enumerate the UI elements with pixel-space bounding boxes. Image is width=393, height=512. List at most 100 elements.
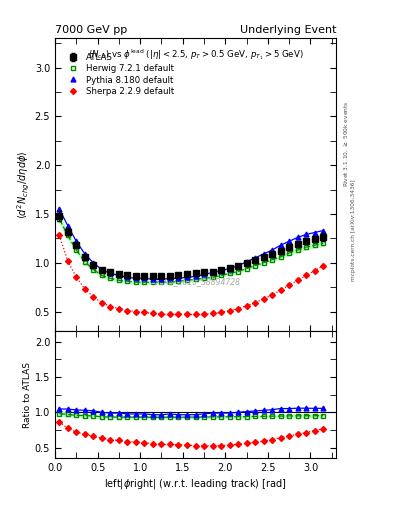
Sherpa 2.2.9 default	[312, 267, 317, 273]
Sherpa 2.2.9 default	[270, 292, 274, 298]
Herwig 7.2.1 default	[287, 250, 292, 256]
Y-axis label: $\langle d^2 N_{chg}/d\eta d\phi\rangle$: $\langle d^2 N_{chg}/d\eta d\phi\rangle$	[16, 151, 32, 219]
Sherpa 2.2.9 default	[57, 232, 62, 239]
Pythia 8.180 default	[193, 273, 198, 280]
Sherpa 2.2.9 default	[74, 274, 79, 281]
Sherpa 2.2.9 default	[227, 308, 232, 314]
Sherpa 2.2.9 default	[304, 272, 309, 279]
Text: 7000 GeV pp: 7000 GeV pp	[55, 25, 127, 35]
Herwig 7.2.1 default	[227, 270, 232, 276]
Sherpa 2.2.9 default	[99, 300, 104, 306]
Pythia 8.180 default	[91, 260, 96, 266]
Herwig 7.2.1 default	[253, 263, 257, 269]
Pythia 8.180 default	[99, 266, 104, 272]
Pythia 8.180 default	[74, 238, 79, 244]
Herwig 7.2.1 default	[278, 254, 283, 260]
Sherpa 2.2.9 default	[321, 263, 326, 269]
Pythia 8.180 default	[321, 227, 326, 233]
Sherpa 2.2.9 default	[125, 308, 130, 314]
Sherpa 2.2.9 default	[253, 300, 257, 306]
Sherpa 2.2.9 default	[176, 311, 181, 317]
Herwig 7.2.1 default	[168, 279, 173, 285]
Pythia 8.180 default	[287, 238, 292, 244]
Sherpa 2.2.9 default	[91, 294, 96, 300]
Pythia 8.180 default	[296, 234, 300, 241]
Pythia 8.180 default	[304, 231, 309, 238]
Pythia 8.180 default	[176, 275, 181, 282]
Pythia 8.180 default	[227, 266, 232, 272]
Pythia 8.180 default	[185, 274, 189, 281]
Sherpa 2.2.9 default	[185, 311, 189, 317]
Sherpa 2.2.9 default	[117, 306, 121, 312]
Text: Underlying Event: Underlying Event	[239, 25, 336, 35]
Pythia 8.180 default	[210, 269, 215, 275]
Pythia 8.180 default	[65, 223, 70, 229]
Sherpa 2.2.9 default	[83, 286, 87, 292]
Sherpa 2.2.9 default	[236, 306, 241, 312]
Herwig 7.2.1 default	[151, 279, 155, 285]
Herwig 7.2.1 default	[261, 260, 266, 266]
Pythia 8.180 default	[57, 206, 62, 212]
Pythia 8.180 default	[108, 270, 113, 276]
Herwig 7.2.1 default	[99, 272, 104, 279]
Text: Rivet 3.1.10, $\geq$ 500k events: Rivet 3.1.10, $\geq$ 500k events	[343, 100, 350, 186]
Pythia 8.180 default	[125, 274, 130, 281]
Y-axis label: Ratio to ATLAS: Ratio to ATLAS	[23, 361, 32, 428]
Sherpa 2.2.9 default	[261, 296, 266, 302]
Herwig 7.2.1 default	[321, 240, 326, 246]
Herwig 7.2.1 default	[142, 279, 147, 285]
X-axis label: left$|\phi$right$|$ (w.r.t. leading track) [rad]: left$|\phi$right$|$ (w.r.t. leading trac…	[104, 477, 287, 492]
Sherpa 2.2.9 default	[134, 308, 138, 314]
Pythia 8.180 default	[244, 259, 249, 265]
Sherpa 2.2.9 default	[142, 309, 147, 315]
Sherpa 2.2.9 default	[202, 311, 206, 317]
Sherpa 2.2.9 default	[159, 311, 164, 317]
Herwig 7.2.1 default	[244, 266, 249, 272]
Herwig 7.2.1 default	[176, 278, 181, 284]
Sherpa 2.2.9 default	[168, 311, 173, 317]
Line: Sherpa 2.2.9 default: Sherpa 2.2.9 default	[57, 233, 325, 316]
Pythia 8.180 default	[312, 229, 317, 236]
Sherpa 2.2.9 default	[296, 277, 300, 283]
Pythia 8.180 default	[142, 275, 147, 282]
Herwig 7.2.1 default	[202, 275, 206, 282]
Herwig 7.2.1 default	[159, 279, 164, 285]
Sherpa 2.2.9 default	[65, 258, 70, 264]
Pythia 8.180 default	[219, 267, 224, 273]
Herwig 7.2.1 default	[304, 244, 309, 250]
Herwig 7.2.1 default	[125, 278, 130, 284]
Line: Pythia 8.180 default: Pythia 8.180 default	[57, 207, 326, 282]
Herwig 7.2.1 default	[83, 259, 87, 265]
Text: mcplots.cern.ch [arXiv:1306.3436]: mcplots.cern.ch [arXiv:1306.3436]	[351, 180, 356, 281]
Text: ATLAS_2010_S8894728: ATLAS_2010_S8894728	[151, 277, 241, 286]
Sherpa 2.2.9 default	[244, 303, 249, 309]
Pythia 8.180 default	[168, 275, 173, 282]
Herwig 7.2.1 default	[108, 275, 113, 282]
Herwig 7.2.1 default	[91, 266, 96, 272]
Herwig 7.2.1 default	[236, 268, 241, 274]
Pythia 8.180 default	[83, 251, 87, 257]
Sherpa 2.2.9 default	[193, 311, 198, 317]
Pythia 8.180 default	[134, 275, 138, 282]
Text: $\langle N_{ch}\rangle$ vs $\phi^{\mathrm{lead}}$ ($|\eta| < 2.5$, $p_T > 0.5$ G: $\langle N_{ch}\rangle$ vs $\phi^{\mathr…	[88, 47, 303, 62]
Herwig 7.2.1 default	[312, 242, 317, 248]
Line: Herwig 7.2.1 default: Herwig 7.2.1 default	[57, 217, 326, 285]
Pythia 8.180 default	[117, 272, 121, 279]
Sherpa 2.2.9 default	[108, 304, 113, 310]
Pythia 8.180 default	[253, 255, 257, 261]
Herwig 7.2.1 default	[134, 279, 138, 285]
Herwig 7.2.1 default	[65, 232, 70, 239]
Herwig 7.2.1 default	[57, 216, 62, 222]
Herwig 7.2.1 default	[185, 277, 189, 283]
Pythia 8.180 default	[159, 276, 164, 283]
Pythia 8.180 default	[236, 263, 241, 269]
Sherpa 2.2.9 default	[287, 282, 292, 288]
Pythia 8.180 default	[278, 242, 283, 248]
Herwig 7.2.1 default	[296, 247, 300, 253]
Legend: ATLAS, Herwig 7.2.1 default, Pythia 8.180 default, Sherpa 2.2.9 default: ATLAS, Herwig 7.2.1 default, Pythia 8.18…	[62, 52, 176, 97]
Herwig 7.2.1 default	[117, 277, 121, 283]
Sherpa 2.2.9 default	[210, 310, 215, 316]
Sherpa 2.2.9 default	[219, 309, 224, 315]
Herwig 7.2.1 default	[210, 274, 215, 281]
Herwig 7.2.1 default	[74, 247, 79, 253]
